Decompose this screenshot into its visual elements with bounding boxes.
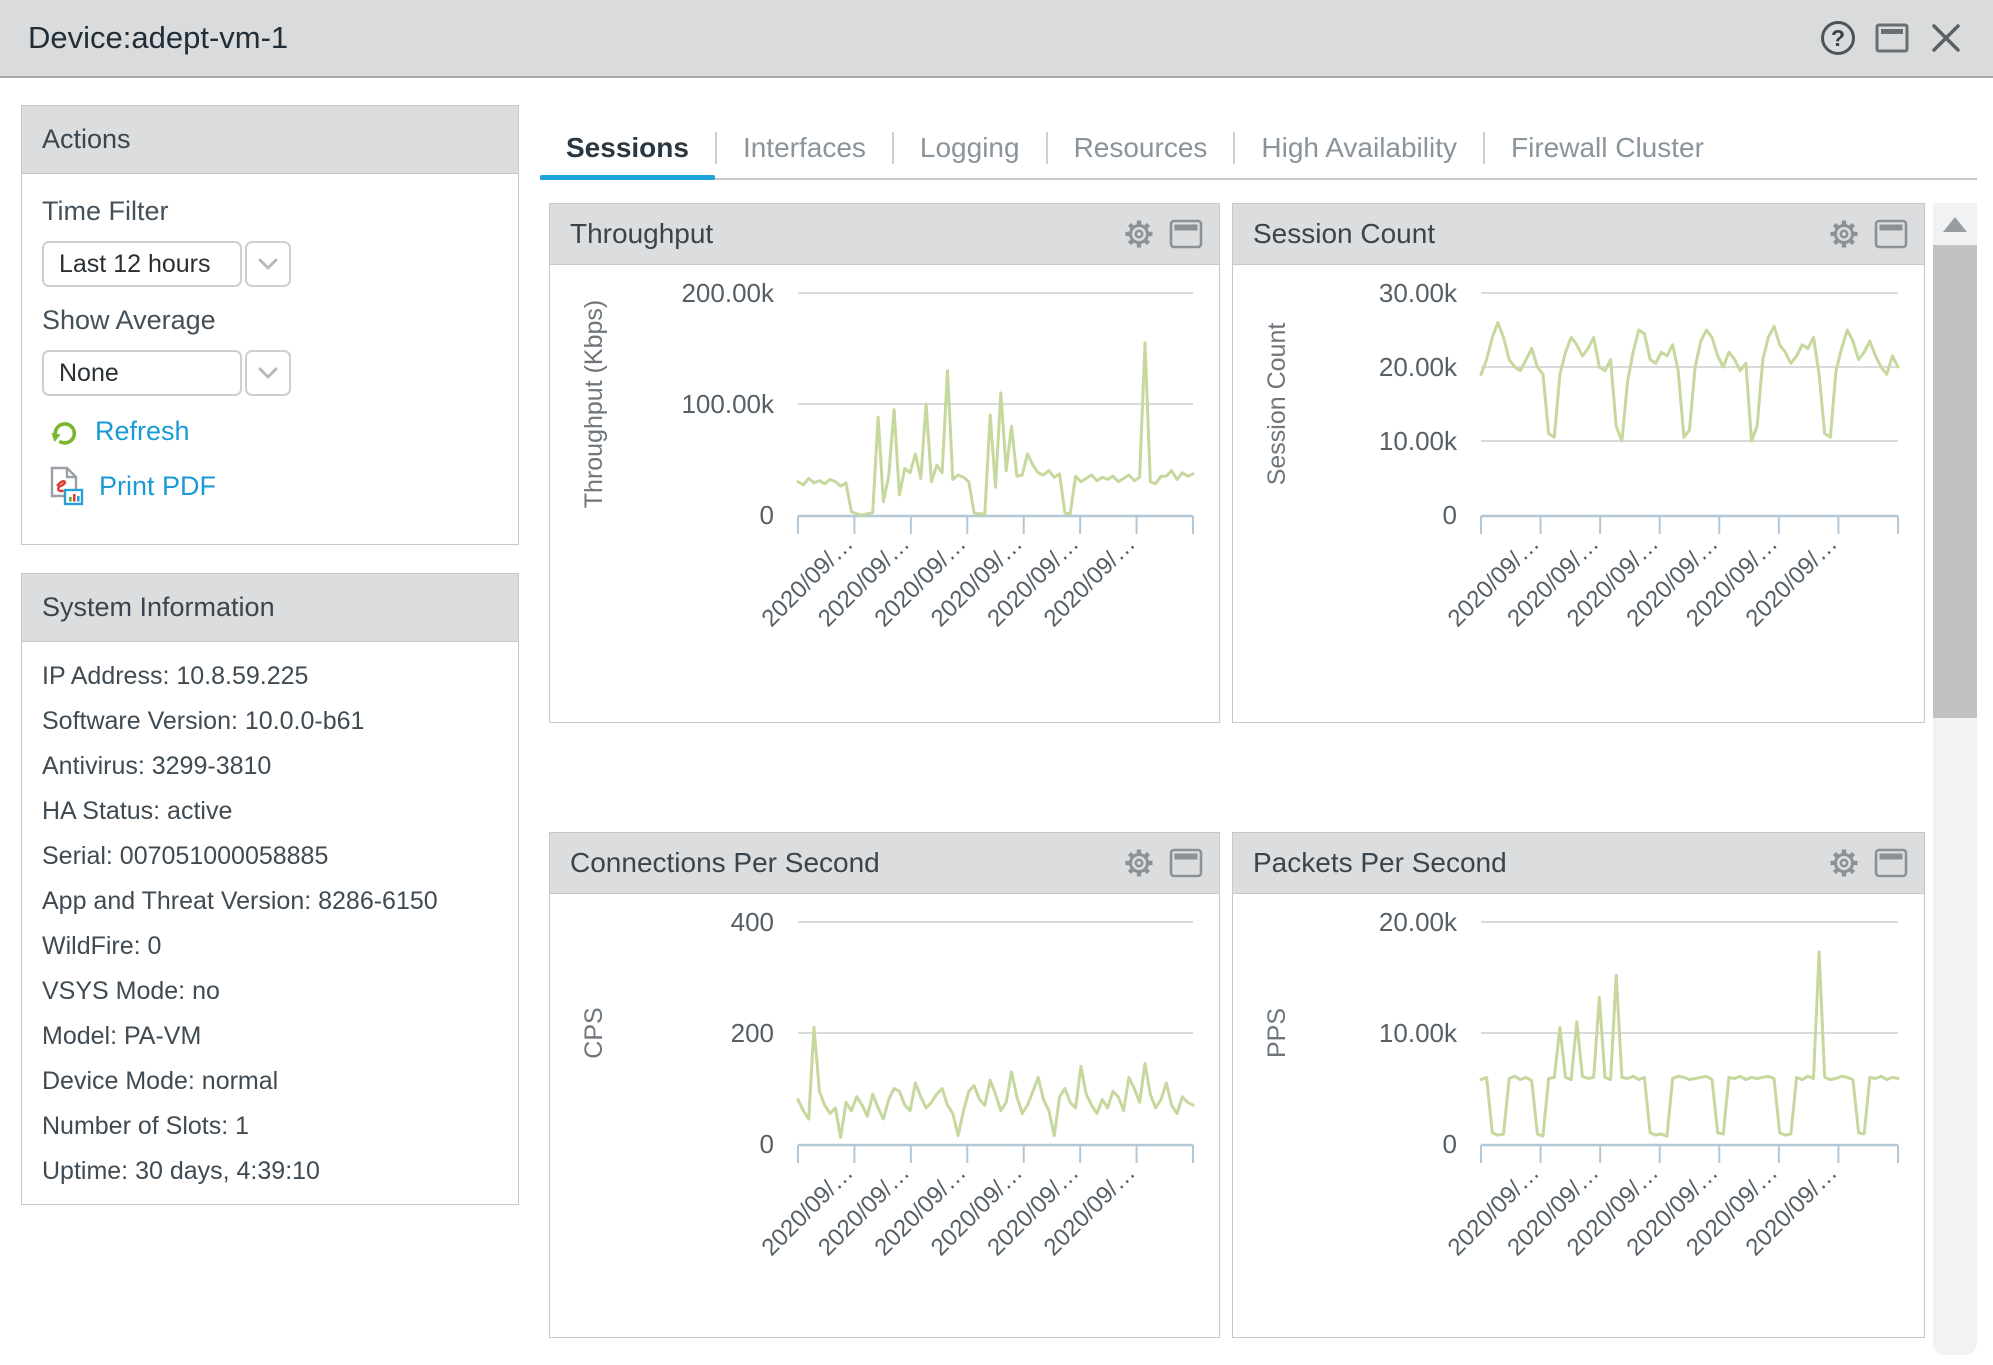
sysinfo-antivirus: Antivirus: 3299-3810 xyxy=(42,744,498,789)
help-icon[interactable]: ? xyxy=(1819,19,1857,57)
refresh-icon xyxy=(46,414,80,448)
time-filter-value[interactable]: Last 12 hours xyxy=(42,241,242,287)
svg-text:0: 0 xyxy=(760,1129,774,1159)
gear-icon[interactable] xyxy=(1828,847,1860,879)
svg-text:0: 0 xyxy=(760,500,774,530)
popout-window-icon[interactable] xyxy=(1874,848,1908,878)
main-tab-bar: Sessions Interfaces Logging Resources Hi… xyxy=(540,118,1977,180)
sysinfo-vsys-mode: VSYS Mode: no xyxy=(42,969,498,1014)
packets-per-second-panel-title: Packets Per Second xyxy=(1253,847,1507,879)
sysinfo-number-of-slots: Number of Slots: 1 xyxy=(42,1104,498,1149)
svg-text:Session Count: Session Count xyxy=(1263,323,1291,486)
tab-high-availability[interactable]: High Availability xyxy=(1235,118,1483,178)
svg-text:30.00k: 30.00k xyxy=(1379,278,1458,308)
popout-window-icon[interactable] xyxy=(1169,848,1203,878)
sysinfo-uptime: Uptime: 30 days, 4:39:10 xyxy=(42,1149,498,1194)
svg-text:20.00k: 20.00k xyxy=(1379,352,1458,382)
sysinfo-software-version: Software Version: 10.0.0-b61 xyxy=(42,699,498,744)
tab-sessions[interactable]: Sessions xyxy=(540,118,715,178)
session-count-panel-title: Session Count xyxy=(1253,218,1435,250)
chevron-down-icon[interactable] xyxy=(245,241,291,287)
svg-text:PPS: PPS xyxy=(1263,1008,1291,1058)
sysinfo-device-mode: Device Mode: normal xyxy=(42,1059,498,1104)
svg-text:200.00k: 200.00k xyxy=(681,278,775,308)
session-count-chart: 010.00k20.00k30.00kSession Count2020/09/… xyxy=(1233,265,1924,721)
system-information-header: System Information xyxy=(22,574,518,642)
svg-text:20.00k: 20.00k xyxy=(1379,907,1458,937)
show-average-select[interactable]: None xyxy=(42,350,498,396)
refresh-button[interactable]: Refresh xyxy=(46,414,498,448)
sysinfo-app-threat-version: App and Threat Version: 8286-6150 xyxy=(42,879,498,924)
sysinfo-ha-status: HA Status: active xyxy=(42,789,498,834)
page-title: Device:adept-vm-1 xyxy=(28,20,288,56)
svg-text:200: 200 xyxy=(731,1018,774,1048)
packets-per-second-panel: Packets Per Second 010.00 xyxy=(1232,832,1925,1338)
connections-per-second-chart: 0200400CPS2020/09/…2020/09/…2020/09/…202… xyxy=(550,894,1219,1336)
popout-window-icon[interactable] xyxy=(1169,219,1203,249)
throughput-chart: 0100.00k200.00kThroughput (Kbps)2020/09/… xyxy=(550,265,1219,721)
vertical-scrollbar[interactable] xyxy=(1933,203,1977,1355)
svg-text:10.00k: 10.00k xyxy=(1379,1018,1458,1048)
actions-panel: Actions Time Filter Last 12 hours Show A… xyxy=(21,105,519,545)
connections-per-second-panel: Connections Per Second 02 xyxy=(549,832,1220,1338)
svg-text:?: ? xyxy=(1831,25,1845,51)
sysinfo-model: Model: PA-VM xyxy=(42,1014,498,1059)
tab-firewall-cluster[interactable]: Firewall Cluster xyxy=(1485,118,1730,178)
scrollbar-thumb[interactable] xyxy=(1933,245,1977,718)
tab-logging[interactable]: Logging xyxy=(894,118,1046,178)
dialog-titlebar: Device:adept-vm-1 ? xyxy=(0,0,1993,78)
pdf-icon xyxy=(46,466,84,506)
close-icon[interactable] xyxy=(1927,19,1965,57)
svg-text:400: 400 xyxy=(731,907,774,937)
gear-icon[interactable] xyxy=(1123,218,1155,250)
svg-text:Throughput (Kbps): Throughput (Kbps) xyxy=(580,300,608,508)
svg-text:100.00k: 100.00k xyxy=(681,389,775,419)
svg-text:CPS: CPS xyxy=(580,1007,608,1058)
scroll-up-arrow-icon[interactable] xyxy=(1943,217,1967,232)
packets-per-second-chart: 010.00k20.00kPPS2020/09/…2020/09/…2020/0… xyxy=(1233,894,1924,1336)
gear-icon[interactable] xyxy=(1828,218,1860,250)
time-filter-select[interactable]: Last 12 hours xyxy=(42,241,498,287)
restore-window-icon[interactable] xyxy=(1873,19,1911,57)
sysinfo-serial: Serial: 007051000058885 xyxy=(42,834,498,879)
sysinfo-ip-address: IP Address: 10.8.59.225 xyxy=(42,654,498,699)
svg-text:0: 0 xyxy=(1443,1129,1457,1159)
print-pdf-label: Print PDF xyxy=(99,471,216,502)
show-average-value[interactable]: None xyxy=(42,350,242,396)
time-filter-label: Time Filter xyxy=(42,196,498,227)
show-average-label: Show Average xyxy=(42,305,498,336)
refresh-label: Refresh xyxy=(95,416,190,447)
session-count-panel: Session Count 010.00k20.0 xyxy=(1232,203,1925,723)
throughput-panel: Throughput 0100.00k200.00 xyxy=(549,203,1220,723)
gear-icon[interactable] xyxy=(1123,847,1155,879)
svg-text:0: 0 xyxy=(1443,500,1457,530)
print-pdf-button[interactable]: Print PDF xyxy=(46,466,498,506)
sysinfo-wildfire: WildFire: 0 xyxy=(42,924,498,969)
svg-text:10.00k: 10.00k xyxy=(1379,426,1458,456)
throughput-panel-title: Throughput xyxy=(570,218,713,250)
connections-per-second-panel-title: Connections Per Second xyxy=(570,847,880,879)
tab-interfaces[interactable]: Interfaces xyxy=(717,118,892,178)
popout-window-icon[interactable] xyxy=(1874,219,1908,249)
actions-panel-header: Actions xyxy=(22,106,518,174)
tab-resources[interactable]: Resources xyxy=(1048,118,1234,178)
system-information-panel: System Information IP Address: 10.8.59.2… xyxy=(21,573,519,1205)
chevron-down-icon[interactable] xyxy=(245,350,291,396)
